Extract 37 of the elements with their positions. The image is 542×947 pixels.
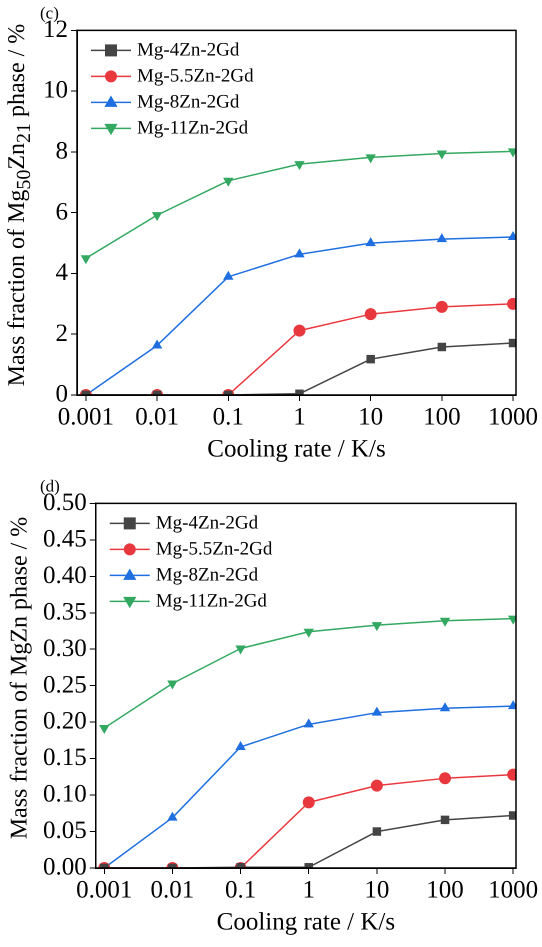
x-tick-label: 1 <box>302 876 315 904</box>
x-tick-label: 10 <box>364 876 390 904</box>
y-tick-label: 0.45 <box>43 525 87 552</box>
legend-label: Mg-5.5Zn-2Gd <box>137 65 254 86</box>
y-tick-label: 0.20 <box>43 708 87 735</box>
x-tick-label: 100 <box>426 876 464 904</box>
y-tick-label: 10 <box>43 76 68 104</box>
x-tick-label: 1000 <box>488 404 538 431</box>
y-tick-label: 0.05 <box>43 817 87 844</box>
legend-label: Mg-8Zn-2Gd <box>137 91 240 112</box>
y-tick-label: 0.25 <box>43 671 87 698</box>
x-tick-label: 0.01 <box>150 876 194 904</box>
x-tick-label: 10 <box>358 404 384 431</box>
x-tick-label: 1 <box>293 404 306 431</box>
y-tick-label: 0.10 <box>43 780 87 808</box>
y-tick-label: 6 <box>56 198 68 226</box>
x-tick-label: 0.1 <box>212 404 244 431</box>
x-axis-title: Cooling rate / K/s <box>207 436 386 463</box>
legend-label: Mg-4Zn-2Gd <box>156 512 259 534</box>
legend-label: Mg-4Zn-2Gd <box>137 39 240 60</box>
x-axis-title: Cooling rate / K/s <box>216 908 396 936</box>
y-tick-label: 0.35 <box>43 598 87 626</box>
y-tick-label: 0.30 <box>43 634 87 662</box>
legend-label: Mg-8Zn-2Gd <box>156 564 259 586</box>
x-tick-label: 100 <box>423 404 461 431</box>
y-axis-title: Mass fraction of MgZn phase / % <box>6 516 34 840</box>
y-tick-label: 8 <box>56 137 68 164</box>
legend-label: Mg-5.5Zn-2Gd <box>156 538 273 560</box>
y-tick-label: 0.40 <box>43 562 87 589</box>
x-tick-label: 0.01 <box>135 404 179 431</box>
legend-label: Mg-11Zn-2Gd <box>156 590 268 612</box>
y-tick-label: 0.15 <box>43 744 87 772</box>
x-tick-label: 0.1 <box>224 876 256 904</box>
y-tick-label: 4 <box>56 259 68 286</box>
y-tick-label: 2 <box>56 320 68 347</box>
legend-label: Mg-11Zn-2Gd <box>137 117 249 138</box>
x-tick-label: 1000 <box>488 876 538 904</box>
